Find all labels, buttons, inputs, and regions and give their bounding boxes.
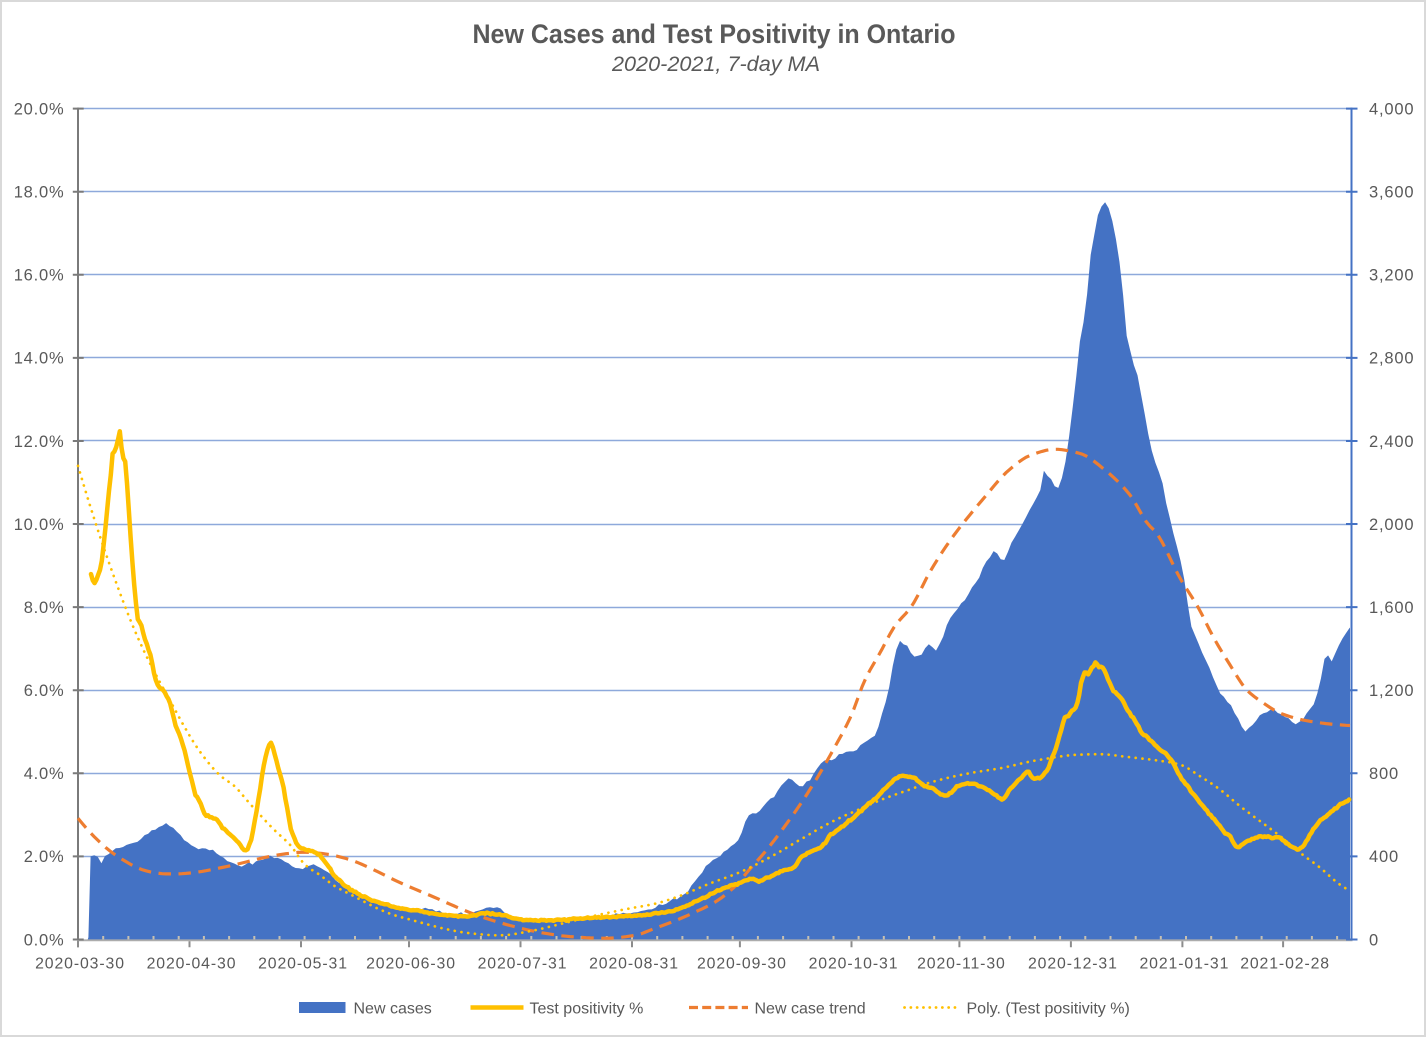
svg-text:0: 0 — [1369, 931, 1379, 949]
svg-text:18.0%: 18.0% — [14, 183, 65, 201]
svg-text:4,000: 4,000 — [1369, 100, 1414, 118]
svg-text:16.0%: 16.0% — [14, 267, 65, 285]
svg-text:2020-09-30: 2020-09-30 — [697, 956, 787, 973]
svg-text:3,600: 3,600 — [1369, 183, 1414, 201]
svg-text:2,800: 2,800 — [1369, 350, 1414, 368]
svg-text:2021-02-28: 2021-02-28 — [1240, 956, 1330, 973]
svg-text:2020-05-31: 2020-05-31 — [258, 956, 348, 973]
svg-text:2,000: 2,000 — [1369, 516, 1414, 534]
svg-text:2020-04-30: 2020-04-30 — [147, 956, 237, 973]
svg-text:800: 800 — [1369, 765, 1399, 783]
svg-text:2020-03-30: 2020-03-30 — [35, 956, 125, 973]
svg-text:1,200: 1,200 — [1369, 682, 1414, 700]
svg-text:14.0%: 14.0% — [14, 350, 65, 368]
svg-text:2,400: 2,400 — [1369, 433, 1414, 451]
svg-text:2.0%: 2.0% — [24, 848, 65, 866]
svg-text:New Cases and Test Positivity: New Cases and Test Positivity in Ontario — [473, 19, 956, 49]
svg-text:2021-01-31: 2021-01-31 — [1139, 956, 1229, 973]
svg-text:8.0%: 8.0% — [24, 599, 65, 617]
svg-text:4.0%: 4.0% — [24, 765, 65, 783]
svg-text:New cases: New cases — [354, 1000, 432, 1017]
svg-text:Poly. (Test positivity %): Poly. (Test positivity %) — [967, 1000, 1130, 1017]
svg-text:Test positivity %: Test positivity % — [530, 1000, 644, 1017]
svg-text:1,600: 1,600 — [1369, 599, 1414, 617]
svg-text:12.0%: 12.0% — [14, 433, 65, 451]
svg-text:2020-07-31: 2020-07-31 — [478, 956, 568, 973]
svg-text:0.0%: 0.0% — [24, 931, 65, 949]
svg-text:3,200: 3,200 — [1369, 267, 1414, 285]
svg-text:2020-06-30: 2020-06-30 — [366, 956, 456, 973]
svg-text:2020-2021, 7-day MA: 2020-2021, 7-day MA — [611, 53, 820, 76]
svg-text:2020-12-31: 2020-12-31 — [1028, 956, 1118, 973]
svg-text:10.0%: 10.0% — [14, 516, 65, 534]
svg-text:New case trend: New case trend — [755, 1000, 866, 1017]
svg-text:2020-08-31: 2020-08-31 — [589, 956, 679, 973]
svg-text:6.0%: 6.0% — [24, 682, 65, 700]
svg-text:20.0%: 20.0% — [14, 100, 65, 118]
svg-text:2020-10-31: 2020-10-31 — [809, 956, 899, 973]
svg-text:400: 400 — [1369, 848, 1399, 866]
svg-text:2020-11-30: 2020-11-30 — [917, 956, 1006, 973]
